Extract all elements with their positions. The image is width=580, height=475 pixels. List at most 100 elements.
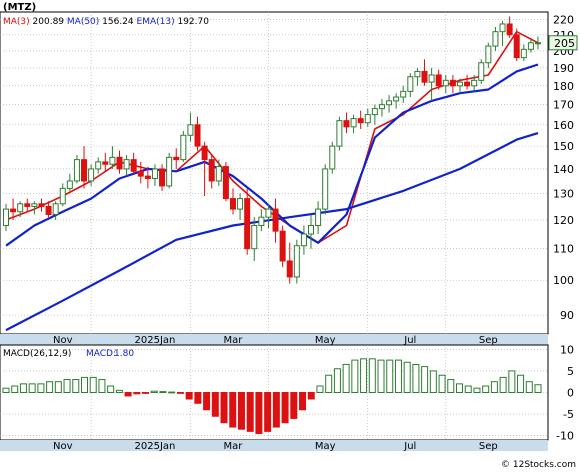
candle-body — [400, 90, 407, 98]
macd-bar — [412, 363, 420, 394]
candle-body — [478, 62, 485, 81]
candle — [123, 155, 130, 177]
y-tick-label: 180 — [553, 80, 574, 93]
macd-bar — [464, 385, 472, 394]
candle — [513, 28, 520, 62]
candle — [400, 85, 407, 103]
y-tick-label: 220 — [553, 13, 574, 26]
candle-body — [73, 159, 80, 182]
candle-body — [293, 245, 300, 278]
candle — [329, 141, 336, 174]
x-tick-label: Mar — [224, 441, 244, 452]
candle-body — [414, 70, 421, 78]
macd-y-tick-labels: 10 5 0 -5 -10 — [556, 343, 574, 442]
series-line-ma50 — [5, 132, 539, 332]
candle-body — [180, 134, 187, 161]
last-price-box — [548, 35, 578, 51]
x-tick-label: 2025Jan — [135, 441, 176, 452]
candle-body — [520, 48, 527, 59]
candle-body — [38, 203, 45, 207]
macd-bar — [490, 381, 498, 394]
price-grid — [0, 19, 548, 316]
candle — [464, 74, 471, 90]
x-tick-label: 2025Jan — [135, 335, 176, 346]
candle — [435, 69, 442, 90]
candle-body — [3, 208, 9, 226]
candle — [130, 152, 137, 174]
candle — [180, 131, 187, 162]
y-tick-label: 90 — [560, 309, 574, 322]
candle-body — [88, 168, 95, 182]
candle-body — [272, 208, 279, 232]
x-tick-label: Nov — [53, 335, 73, 346]
candle-body — [208, 159, 215, 182]
candle-body — [300, 233, 307, 247]
candle — [222, 161, 229, 202]
macd-bar — [46, 381, 54, 394]
candle-body — [456, 81, 463, 87]
legend-value: 192.70 — [177, 17, 209, 27]
macd-bar — [456, 383, 464, 394]
macd-histogram — [2, 358, 542, 435]
candle-body — [279, 230, 286, 262]
macd-bar — [281, 392, 289, 424]
candle-body — [151, 168, 158, 180]
candle-body — [123, 159, 130, 170]
candle — [81, 146, 88, 189]
candle — [378, 98, 385, 117]
candle — [159, 164, 166, 191]
candle — [357, 110, 364, 129]
candle-body — [258, 216, 265, 226]
macd-bar — [429, 370, 437, 393]
candle-body — [343, 120, 350, 128]
candle-body — [485, 45, 492, 64]
y-tick-label: 120 — [553, 214, 574, 227]
macd-bar — [264, 392, 272, 432]
candle-body — [102, 161, 109, 165]
candle — [95, 157, 102, 174]
y-tick-label: 100 — [553, 274, 574, 287]
candle-body — [173, 156, 180, 161]
candle — [251, 217, 258, 261]
x-axis-labels-top: Nov 2025Jan Mar May Jul Sep — [53, 335, 498, 346]
candle — [244, 188, 251, 255]
macd-bar — [351, 359, 359, 394]
candle-body — [286, 260, 293, 278]
candle-body — [386, 100, 393, 106]
candle-body — [45, 205, 52, 215]
macd-bar — [325, 374, 333, 393]
macd-bar — [115, 389, 123, 394]
macd-bar — [517, 374, 525, 393]
candle — [478, 59, 485, 84]
candle — [237, 193, 244, 220]
candle — [322, 164, 329, 215]
candle — [215, 159, 222, 186]
candle-body — [442, 79, 449, 87]
watermark: © 12Stocks.com — [501, 460, 576, 470]
candle — [442, 74, 449, 94]
macd-bar — [447, 379, 455, 393]
x-tick-label: Nov — [53, 441, 73, 452]
candle-body — [336, 120, 343, 147]
macd-y-tick-label: 10 — [560, 343, 574, 356]
macd-bar — [150, 390, 158, 394]
candle-body — [130, 159, 137, 172]
candle-body — [194, 124, 201, 147]
candle-body — [265, 208, 272, 218]
x-tick-label: Mar — [224, 335, 244, 346]
legend-label: EMA(13) — [137, 17, 178, 27]
candle-body — [492, 31, 499, 47]
candle-body — [407, 76, 414, 92]
candle — [520, 44, 527, 62]
macd-value: 1.80 — [114, 349, 134, 359]
macd-bar — [299, 392, 307, 411]
macd-bar — [525, 381, 533, 394]
macd-bar — [72, 379, 80, 393]
candle-body — [166, 156, 173, 187]
candle — [73, 155, 80, 184]
macd-bar — [63, 379, 71, 393]
macd-bar — [185, 392, 193, 400]
candle — [485, 42, 492, 68]
